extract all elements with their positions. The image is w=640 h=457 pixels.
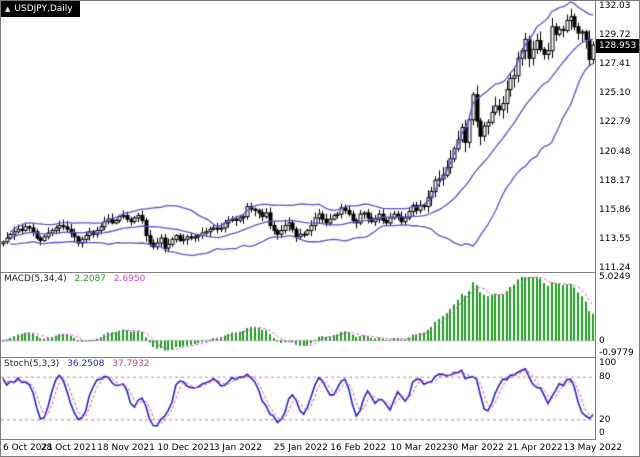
stoch-value-signal: 37.7932: [112, 359, 150, 369]
time-axis-label: 13 May 2022: [563, 443, 623, 453]
time-axis-label: 10 Dec 2021: [157, 443, 215, 453]
stoch-axis-label: 20: [599, 414, 611, 425]
price-axis-label: 127.41: [599, 59, 631, 70]
stochastic-panel: Stoch(5,3,3) 36.2508 37.7932: [1, 358, 595, 439]
time-axis[interactable]: 6 Oct 2021 28 Oct 2021 18 Nov 2021 10 Dec 2…: [1, 440, 639, 456]
macd-value-signal: 2.6950: [113, 274, 146, 284]
main-chart-panel: ▲ USDJPY,Daily: [1, 1, 595, 272]
time-axis-label: 3 Jan 2022: [213, 443, 262, 453]
price-axis-label: 113.55: [599, 233, 631, 244]
macd-title: MACD(5,34,4): [4, 274, 67, 284]
stoch-header: Stoch(5,3,3) 36.2508 37.7932: [4, 359, 155, 369]
panel-divider[interactable]: [1, 272, 639, 273]
value-axis[interactable]: 128.953 132.03 129.72 127.41 125.10 122.79 12…: [595, 1, 639, 440]
price-axis-label: 111.24: [599, 262, 631, 273]
time-axis-label: 25 Jan 2022: [273, 443, 328, 453]
macd-axis-label: -0.9779: [599, 348, 634, 358]
macd-value-main: 2.2087: [74, 274, 107, 284]
price-axis-label: 120.48: [599, 146, 631, 157]
price-axis-label: 122.79: [599, 117, 631, 128]
symbol-label: ▲ USDJPY,Daily: [1, 1, 80, 17]
time-axis-label: 30 Mar 2022: [446, 443, 504, 453]
main-chart-canvas[interactable]: [1, 1, 595, 272]
macd-header: MACD(5,34,4) 2.2087 2.6950: [4, 274, 150, 284]
symbol-marker-icon: ▲: [5, 4, 11, 13]
macd-panel: MACD(5,34,4) 2.2087 2.6950: [1, 273, 595, 357]
symbol-label-text: USDJPY,Daily: [14, 4, 73, 14]
macd-canvas[interactable]: [1, 273, 595, 357]
time-axis-label: 10 Mar 2022: [390, 443, 448, 453]
stoch-axis-label: 80: [599, 372, 611, 383]
time-axis-label: 6 Oct 2021: [3, 443, 53, 453]
stochastic-canvas[interactable]: [1, 358, 595, 439]
time-axis-label: 21 Apr 2022: [506, 443, 563, 453]
stoch-axis-label: 0: [599, 428, 605, 438]
panel-divider[interactable]: [1, 357, 639, 358]
price-axis-label: 125.10: [599, 88, 631, 99]
stoch-title: Stoch(5,3,3): [4, 359, 60, 369]
price-axis-label: 118.17: [599, 175, 631, 186]
time-axis-label: 18 Nov 2021: [97, 443, 155, 453]
price-axis-label: 129.72: [599, 30, 631, 41]
time-axis-label: 16 Feb 2022: [330, 443, 387, 453]
macd-axis-label: 5.0249: [599, 272, 631, 282]
stoch-value-main: 36.2508: [67, 359, 105, 369]
time-axis-label: 28 Oct 2021: [40, 443, 97, 453]
stoch-axis-label: 100: [599, 358, 617, 368]
price-axis-label: 115.86: [599, 204, 631, 215]
current-price-tag: 128.953: [596, 38, 639, 53]
macd-axis-label: 0: [599, 335, 605, 346]
panel-divider: [1, 439, 639, 440]
price-axis-label: 132.03: [599, 1, 631, 12]
